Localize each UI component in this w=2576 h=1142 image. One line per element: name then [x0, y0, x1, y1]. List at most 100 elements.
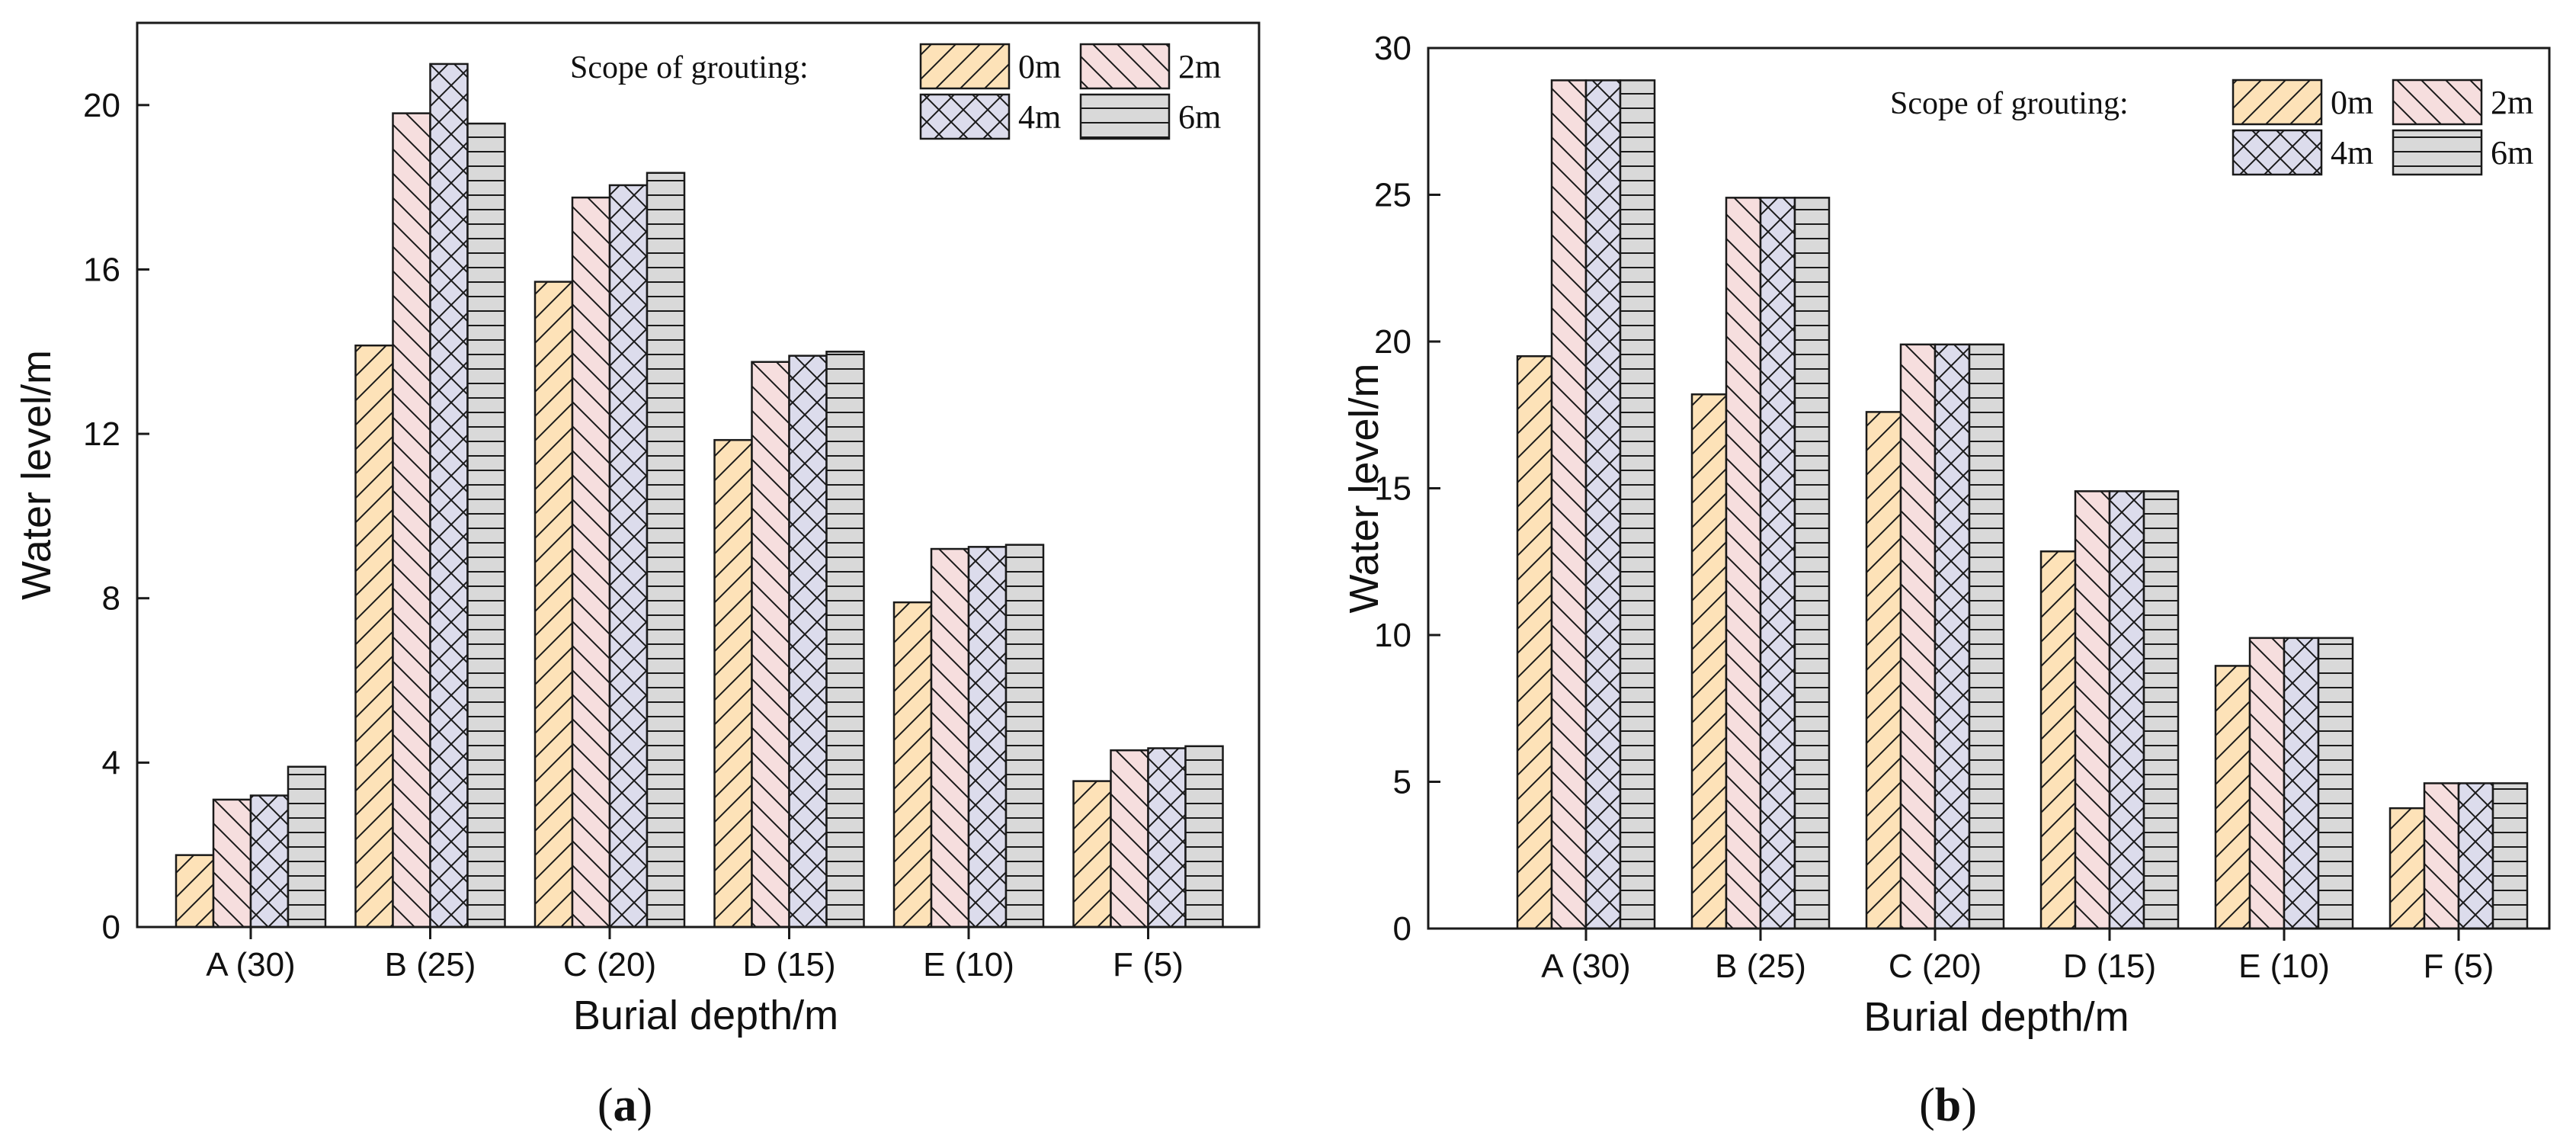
- x-tick-label: A (30): [206, 946, 295, 983]
- chart-panel-b: 0 5 10 15 20 25 30 A (30) B (25) C (20) D (15) E (1…: [1341, 30, 2551, 1131]
- y-tick-label: 20: [1374, 323, 1411, 361]
- bar-0m-0: [1516, 355, 1553, 930]
- legend-label-0m: 0m: [2331, 84, 2373, 121]
- y-tick-label: 0: [102, 909, 120, 946]
- x-tick-label: A (30): [1541, 948, 1630, 985]
- bar-0m-0: [175, 854, 215, 929]
- bar-6m-5: [2491, 782, 2529, 930]
- bar-2m-5: [2423, 782, 2460, 930]
- y-tick-label: 20: [83, 87, 120, 124]
- bar-6m-3: [825, 351, 865, 929]
- bar-0m-1: [1690, 393, 1728, 930]
- legend-title: Scope of grouting:: [570, 50, 809, 85]
- bar-0m-5: [1072, 780, 1112, 929]
- bar-4m-3: [788, 354, 828, 929]
- bar-6m-4: [2317, 637, 2354, 930]
- bar-4m-2: [1934, 343, 1971, 930]
- bar-6m-0: [1619, 79, 1656, 930]
- x-tick-label: F (5): [1113, 946, 1184, 983]
- legend-swatch-2m: [2392, 79, 2483, 126]
- y-tick-label: 10: [1374, 617, 1411, 654]
- x-tick-label: B (25): [385, 946, 476, 983]
- legend-swatch-4m: [2232, 129, 2323, 176]
- legend-label-2m: 2m: [1178, 48, 1221, 85]
- bar-2m-5: [1110, 749, 1149, 929]
- y-axis-title: Water level/m: [14, 350, 59, 600]
- x-tick-label: D (15): [2063, 948, 2156, 985]
- bar-0m-1: [354, 344, 394, 929]
- legend: Scope of grouting: 0m 2m 4m 6m: [1890, 79, 2533, 176]
- bar-4m-0: [249, 794, 290, 929]
- y-tick-label: 15: [1374, 470, 1411, 508]
- bar-2m-2: [571, 196, 611, 929]
- x-tick-label: B (25): [1715, 948, 1806, 985]
- legend-swatch-6m: [1079, 93, 1171, 140]
- legend-label-2m: 2m: [2491, 84, 2533, 121]
- x-tick-label: C (20): [563, 946, 656, 983]
- bar-6m-0: [287, 765, 327, 929]
- x-tick-label: E (10): [2238, 948, 2330, 985]
- bar-4m-3: [2108, 490, 2145, 930]
- bar-2m-1: [392, 112, 431, 929]
- bar-2m-3: [2074, 490, 2111, 930]
- bar-0m-2: [1865, 411, 1902, 930]
- legend-swatch-0m: [2232, 79, 2323, 126]
- bar-0m-4: [892, 601, 933, 929]
- legend-swatch-2m: [1079, 43, 1171, 90]
- panel-label: (b): [1919, 1079, 1977, 1131]
- legend-label-6m: 6m: [2491, 134, 2533, 172]
- bar-2m-3: [751, 361, 790, 929]
- x-tick-label: C (20): [1889, 948, 1982, 985]
- bar-0m-3: [713, 438, 753, 929]
- bar-2m-4: [930, 547, 970, 929]
- bar-6m-1: [1793, 197, 1831, 930]
- bar-4m-5: [2457, 782, 2494, 930]
- legend-label-6m: 6m: [1178, 98, 1221, 136]
- bar-2m-2: [1899, 343, 1937, 930]
- y-tick-label: 25: [1374, 177, 1411, 214]
- legend-swatch-0m: [919, 43, 1011, 90]
- y-tick-label: 8: [102, 580, 120, 618]
- bar-4m-5: [1147, 747, 1187, 929]
- y-axis-title: Water level/m: [1341, 363, 1387, 613]
- y-tick-label: 4: [102, 744, 120, 781]
- y-tick-label: 16: [83, 251, 120, 288]
- y-tick-label: 12: [83, 415, 120, 453]
- bar-2m-1: [1725, 197, 1762, 930]
- bar-6m-2: [646, 172, 686, 929]
- x-axis-title: Burial depth/m: [573, 993, 838, 1038]
- legend-swatch-6m: [2392, 129, 2483, 176]
- bar-4m-2: [608, 184, 649, 929]
- x-tick-label: E (10): [923, 946, 1014, 983]
- y-tick-label: 0: [1393, 910, 1411, 948]
- y-tick-label: 5: [1393, 764, 1411, 801]
- legend-label-0m: 0m: [1018, 48, 1061, 85]
- bar-0m-2: [533, 281, 574, 929]
- bar-4m-4: [967, 546, 1008, 929]
- bar-6m-5: [1184, 745, 1224, 929]
- bar-2m-0: [1550, 79, 1588, 930]
- x-axis-title: Burial depth/m: [1863, 994, 2129, 1040]
- bar-6m-4: [1004, 544, 1045, 929]
- legend-label-4m: 4m: [2331, 134, 2373, 172]
- bar-0m-4: [2214, 665, 2251, 930]
- legend-title: Scope of grouting:: [1890, 86, 2129, 121]
- bar-6m-2: [1968, 343, 2005, 930]
- bar-6m-1: [466, 122, 506, 929]
- bar-4m-4: [2283, 637, 2320, 930]
- legend: Scope of grouting: 0m 2m 4m 6m: [570, 43, 1221, 140]
- legend-label-4m: 4m: [1018, 98, 1061, 136]
- panel-label: (a): [598, 1079, 652, 1131]
- bar-6m-3: [2142, 490, 2180, 930]
- plot-frame: [136, 21, 1261, 929]
- bar-4m-0: [1584, 79, 1622, 930]
- chart-panel-a: 0 4 8 12 16 20 A (30) B (25) C (20) D (15) E (10) F…: [14, 21, 1261, 1131]
- bar-4m-1: [429, 63, 469, 929]
- bar-2m-4: [2248, 637, 2286, 930]
- bar-0m-3: [2039, 550, 2077, 930]
- x-tick-label: D (15): [742, 946, 835, 983]
- x-tick-label: F (5): [2424, 948, 2494, 985]
- bar-4m-1: [1759, 197, 1796, 930]
- y-tick-label: 30: [1374, 30, 1411, 67]
